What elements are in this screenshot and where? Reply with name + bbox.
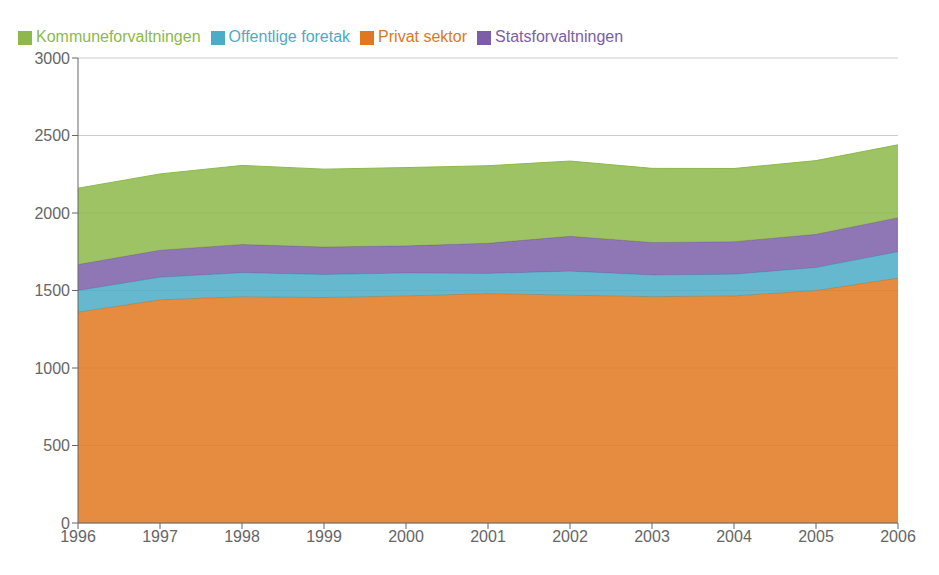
svg-text:1998: 1998 [224,528,260,545]
svg-text:1999: 1999 [306,528,342,545]
svg-text:2004: 2004 [716,528,752,545]
html-text:Statsforvaltningen: Statsforvaltningen [495,28,624,45]
svg-text:1000: 1000 [34,360,70,377]
svg-text:2005: 2005 [798,528,834,545]
html-text:Privat sektor: Privat sektor [378,28,467,45]
svg-text:1997: 1997 [142,528,178,545]
svg-text:2006: 2006 [880,528,916,545]
svg-text:500: 500 [43,437,70,454]
svg-text:2002: 2002 [552,528,588,545]
svg-text:2001: 2001 [470,528,506,545]
svg-text:2003: 2003 [634,528,670,545]
html-text:Kommuneforvaltningen: Kommuneforvaltningen [36,28,201,45]
svg-text:2000: 2000 [34,205,70,222]
svg-text:2000: 2000 [388,528,424,545]
svg-text:3000: 3000 [34,50,70,67]
svg-text:0: 0 [61,515,70,532]
svg-text:1500: 1500 [34,282,70,299]
svg-text:2500: 2500 [34,127,70,144]
svg-text:1996: 1996 [60,528,96,546]
html-text:Offentlige foretak: Offentlige foretak [228,28,351,45]
